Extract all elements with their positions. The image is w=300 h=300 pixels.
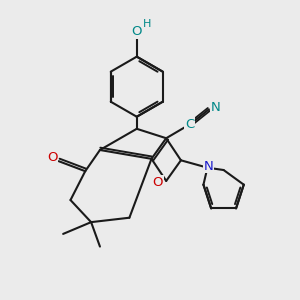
Text: N: N <box>203 160 213 173</box>
Text: O: O <box>153 176 163 189</box>
Text: O: O <box>47 151 58 164</box>
Text: O: O <box>131 26 141 38</box>
Text: H: H <box>143 19 151 29</box>
Text: C: C <box>185 118 194 131</box>
Text: N: N <box>211 101 220 114</box>
